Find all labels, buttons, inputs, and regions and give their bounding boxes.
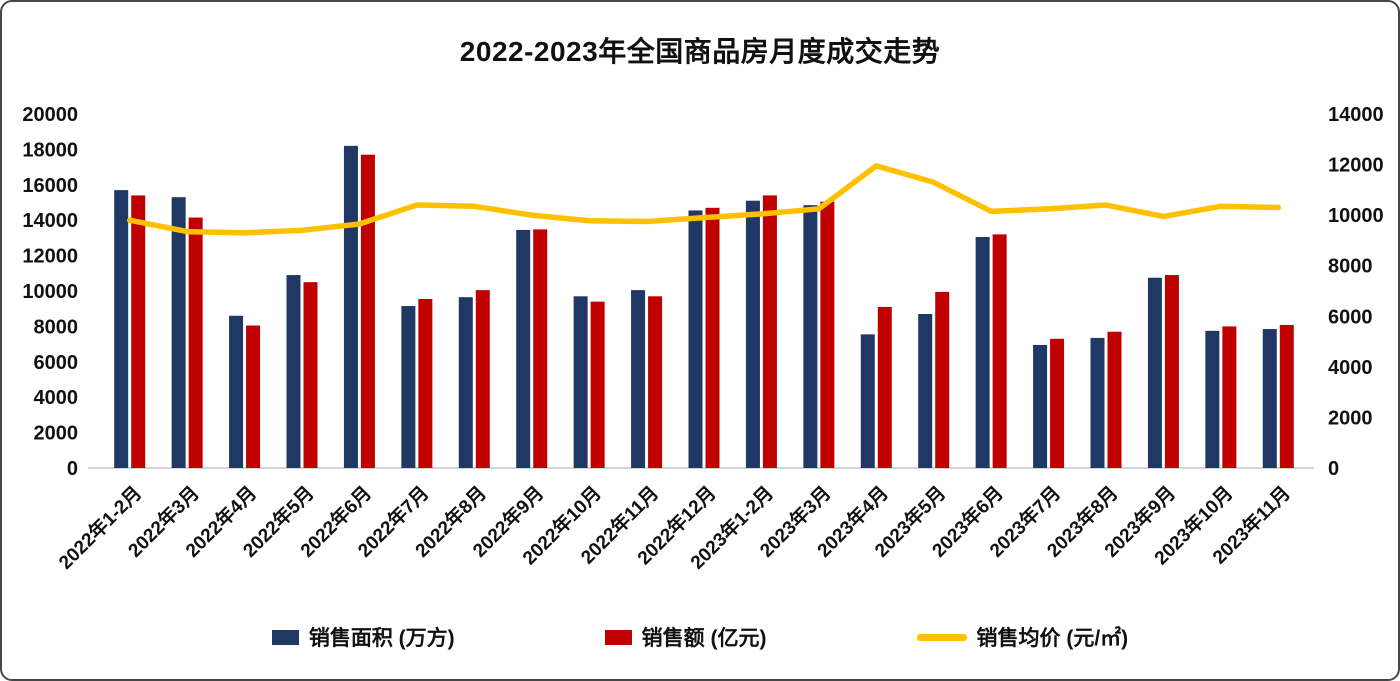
right-axis-tick-label: 2000 [1328,407,1373,429]
bar-sales-area [171,197,186,468]
bar-sales-amount [188,217,203,468]
bar-sales-amount [418,298,433,468]
x-axis-label: 2022年1-2月 [54,481,146,573]
chart-legend: 销售面积 (万方) 销售额 (亿元) 销售均价 (元/㎡) [2,622,1398,652]
legend-swatch-sales-amount [604,629,632,645]
left-axis-tick-label: 20000 [22,104,78,126]
left-axis-tick-label: 8000 [34,316,79,338]
bar-sales-amount [303,282,318,468]
right-axis-tick-label: 6000 [1328,306,1373,328]
bar-sales-area [1033,344,1048,468]
bar-sales-amount [935,291,950,468]
bar-sales-amount [246,325,261,468]
right-axis-tick-label: 4000 [1328,357,1373,379]
bar-sales-amount [762,195,777,469]
right-axis-tick-label: 0 [1328,458,1339,480]
chart-title: 2022-2023年全国商品房月度成交走势 [459,36,941,67]
legend-item-avg-price: 销售均价 (元/㎡) [916,622,1129,652]
legend-label-avg-price: 销售均价 (元/㎡) [976,627,1129,650]
bar-sales-area [688,210,703,468]
left-axis-tick-label: 10000 [22,281,78,303]
left-axis-tick-label: 0 [67,458,78,480]
bar-sales-area [1205,330,1220,468]
bar-sales-amount [820,201,835,469]
bar-sales-area [516,229,531,468]
legend-item-sales-amount: 销售额 (亿元) [604,622,767,652]
bar-sales-amount [877,306,892,468]
bar-sales-area [918,314,933,468]
bar-sales-amount [992,234,1007,468]
left-axis-tick-label: 12000 [22,246,78,268]
bar-sales-amount [648,296,663,468]
left-axis-tick-label: 6000 [34,352,79,374]
left-axis-tick-label: 14000 [22,210,78,232]
bar-sales-amount [1222,326,1237,468]
right-axis-tick-label: 12000 [1328,155,1384,177]
bar-sales-amount [1279,324,1294,468]
bar-sales-area [631,290,646,468]
bar-sales-area [229,315,244,468]
left-axis-tick-label: 4000 [34,387,79,409]
left-axis-tick-label: 18000 [22,139,78,161]
bar-sales-amount [475,290,490,468]
right-axis-tick-label: 10000 [1328,205,1384,227]
bar-sales-amount [705,207,720,468]
bar-sales-amount [360,154,375,468]
bar-sales-amount [533,229,548,468]
legend-label-sales-area: 销售面积 (万方) [308,627,455,650]
bar-sales-amount [1164,275,1179,468]
bar-sales-area [745,200,760,469]
left-axis-tick-label: 16000 [22,175,78,197]
legend-label-sales-amount: 销售额 (亿元) [641,627,767,650]
legend-swatch-avg-price [916,633,967,641]
bar-sales-area [114,190,129,469]
bar-sales-area [1090,337,1105,468]
bar-sales-amount [131,195,146,469]
left-axis-tick-label: 2000 [34,423,79,445]
right-axis-tick-label: 14000 [1328,104,1384,126]
bar-sales-amount [590,301,605,468]
line-avg-price [126,163,1282,236]
legend-swatch-sales-area [271,629,299,645]
bar-sales-area [860,334,875,468]
bar-sales-area [803,205,818,468]
bar-sales-amount [1050,338,1065,468]
bar-sales-area [401,306,416,468]
legend-item-sales-area: 销售面积 (万方) [271,622,455,652]
bar-sales-amount [1107,331,1122,468]
right-axis-tick-label: 8000 [1328,256,1373,278]
bar-sales-area [458,297,473,468]
bar-sales-area [343,145,358,469]
bar-sales-area [1262,329,1277,468]
bar-sales-area [975,237,990,468]
bar-sales-area [286,275,301,468]
bar-sales-area [1147,277,1162,468]
bar-sales-area [573,296,588,468]
